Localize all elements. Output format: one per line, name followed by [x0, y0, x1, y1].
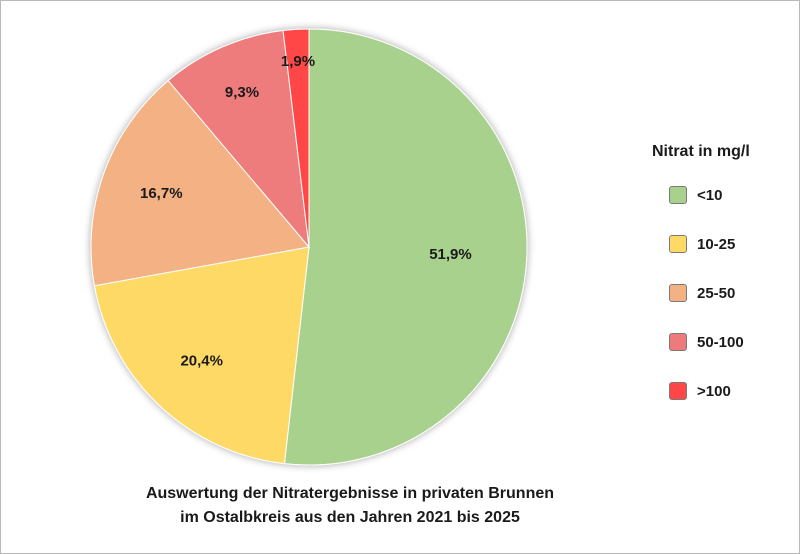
- legend-label-gt100: >100: [697, 382, 731, 400]
- pie-slices: [90, 28, 528, 466]
- legend-title: Nitrat in mg/l: [652, 143, 750, 160]
- legend-label-25-50: 25-50: [697, 284, 736, 302]
- chart-title-line-1: Auswertung der Nitratergebnisse in priva…: [145, 485, 555, 502]
- pie-slice-3: [167, 29, 310, 249]
- legend-swatch-25-50: [669, 284, 687, 302]
- pie-slice-0: [283, 28, 528, 466]
- pie-data-label-2: 16,7%: [140, 185, 183, 202]
- legend: Nitrat in mg/l <10 10-25 25-50 50-100 >1…: [652, 143, 792, 428]
- pie-data-labels: 51,9% 20,4% 16,7% 9,3% 1,9%: [140, 53, 472, 370]
- pie-data-label-0: 51,9%: [429, 246, 472, 263]
- pie-slice-1: [93, 246, 310, 465]
- legend-swatch-10-25: [669, 235, 687, 253]
- chart-title-line-2: im Ostalbkreis aus den Jahren 2021 bis 2…: [180, 509, 520, 526]
- legend-label-lt10: <10: [697, 186, 723, 204]
- legend-item-25-50: 25-50: [669, 281, 792, 305]
- chart-title: Auswertung der Nitratergebnisse in priva…: [60, 482, 640, 530]
- legend-item-10-25: 10-25: [669, 232, 792, 256]
- pie-data-label-4: 1,9%: [281, 53, 315, 70]
- pie-slice-2: [90, 79, 310, 287]
- legend-item-50-100: 50-100: [669, 330, 792, 354]
- pie-data-label-1: 20,4%: [180, 353, 223, 370]
- legend-label-50-100: 50-100: [697, 333, 744, 351]
- pie-data-label-3: 9,3%: [225, 84, 259, 101]
- legend-item-gt100: >100: [669, 379, 792, 403]
- legend-label-10-25: 10-25: [697, 235, 736, 253]
- legend-swatch-50-100: [669, 333, 687, 351]
- legend-swatch-gt100: [669, 382, 687, 400]
- pie-slice-4: [282, 28, 310, 248]
- legend-swatch-lt10: [669, 186, 687, 204]
- legend-item-lt10: <10: [669, 183, 792, 207]
